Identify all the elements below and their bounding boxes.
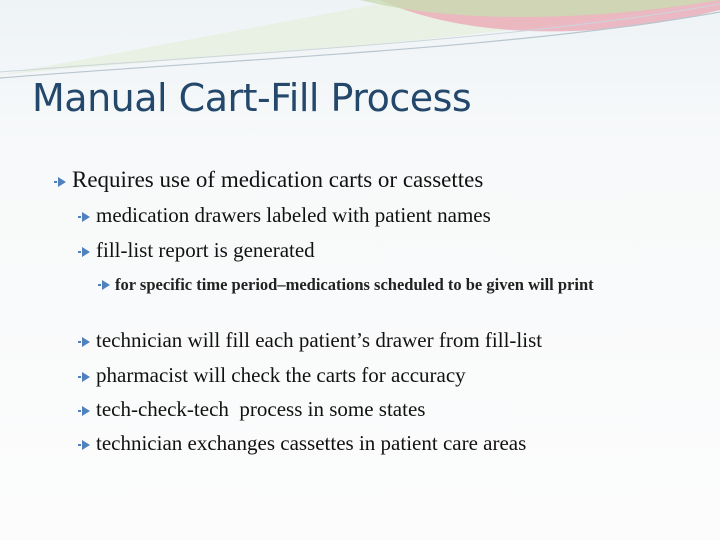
bullet-text: tech-check-tech process in some states: [96, 397, 426, 421]
bullet-text: medication drawers labeled with patient …: [96, 203, 491, 227]
bullet: [78, 406, 90, 416]
bullet: [98, 280, 110, 290]
bullet: [78, 372, 90, 382]
swoosh-line: [0, 3, 720, 73]
decoration: [0, 0, 720, 79]
bullet: [78, 212, 90, 222]
bullet-text: technician exchanges cassettes in patien…: [96, 431, 527, 455]
bullet: [78, 440, 90, 450]
bullet: [78, 337, 90, 347]
bullet-text: pharmacist will check the carts for accu…: [96, 363, 466, 387]
bullet: [54, 177, 66, 187]
swoosh-green: [360, 0, 720, 17]
swoosh-line: [0, 11, 720, 79]
bullet-text: fill-list report is generated: [96, 238, 315, 262]
bullet-text: Requires use of medication carts or cass…: [72, 167, 484, 192]
slide-title: Manual Cart-Fill Process: [32, 76, 472, 120]
bullet: [78, 247, 90, 257]
bullet-text: for specific time period–medications sch…: [115, 275, 594, 294]
bullet-text: technician will fill each patient’s draw…: [96, 328, 543, 352]
